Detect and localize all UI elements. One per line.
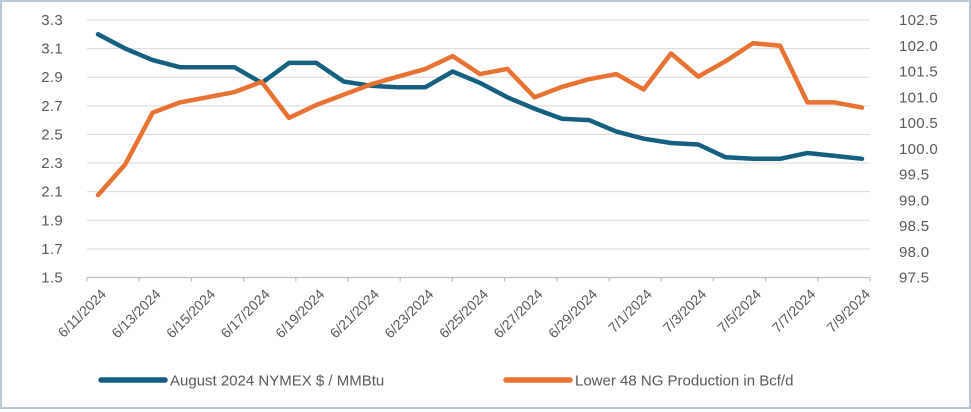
legend-label-production: Lower 48 NG Production in Bcf/d: [575, 373, 793, 390]
left-axis-tick-label: 2.1: [41, 184, 63, 201]
x-axis-date-label: 6/29/2024: [545, 286, 601, 342]
gridlines: [87, 19, 870, 250]
right-axis-tick-label: 98.0: [899, 244, 929, 261]
left-axis-tick-label: 3.1: [41, 41, 63, 58]
x-axis-date-label: 7/7/2024: [769, 286, 819, 336]
left-axis-tick-label: 1.9: [41, 212, 63, 229]
x-axis-date-label: 6/15/2024: [163, 286, 219, 342]
left-axis-tick-label: 2.3: [41, 155, 63, 172]
left-axis-tick-label: 2.5: [41, 126, 63, 143]
series-lines: [95, 32, 865, 198]
right-axis-tick-label: 99.0: [899, 192, 929, 209]
left-axis-labels: 3.3 3.1 2.9 2.7 2.5 2.3 2.1 1.9 1.7 1.5: [41, 12, 63, 287]
left-axis-tick-label: 3.3: [41, 12, 63, 29]
right-axis-labels: 102.5 102.0 101.5 101.0 100.5 100.0 99.5 99.0 98…: [899, 12, 938, 287]
left-axis-tick-label: 2.7: [41, 98, 63, 115]
x-axis-date-label: 6/23/2024: [381, 286, 437, 342]
x-axis-date-label: 6/21/2024: [327, 286, 383, 342]
x-axis-date-label: 6/17/2024: [217, 286, 273, 342]
right-axis-tick-label: 100.5: [899, 115, 938, 132]
series-nymex-line: [95, 32, 865, 162]
right-axis-tick-label: 97.5: [899, 270, 929, 287]
series-production-line: [95, 40, 865, 198]
left-axis-tick-label: 1.5: [41, 270, 63, 287]
right-axis-tick-label: 101.5: [899, 64, 938, 81]
legend-label-nymex: August 2024 NYMEX $ / MMBtu: [170, 373, 384, 390]
x-axis-line-and-ticks: [86, 276, 871, 282]
x-axis-date-label: 6/27/2024: [490, 286, 546, 342]
x-axis-date-label: 6/25/2024: [436, 286, 492, 342]
x-axis-date-label: 7/3/2024: [660, 286, 710, 336]
left-axis-tick-label: 1.7: [41, 241, 63, 258]
left-axis-tick-label: 2.9: [41, 69, 63, 86]
x-axis-date-label: 7/9/2024: [823, 286, 873, 336]
legend: August 2024 NYMEX $ / MMBtu Lower 48 NG …: [98, 373, 793, 390]
right-axis-tick-label: 101.0: [899, 89, 938, 106]
x-axis-date-label: 6/13/2024: [108, 286, 164, 342]
x-axis-date-label: 7/1/2024: [605, 286, 655, 336]
right-axis-tick-label: 99.5: [899, 167, 929, 184]
dual-axis-line-chart: 3.33.12.92.72.52.32.11.91.71.5 102.5102.…: [41, 12, 938, 390]
right-axis-tick-label: 102.5: [899, 12, 938, 29]
right-axis-tick-label: 102.0: [899, 38, 938, 55]
right-axis-tick-label: 100.0: [899, 141, 938, 158]
x-axis-date-label: 6/11/2024: [54, 286, 109, 341]
x-axis-date-label: 7/5/2024: [714, 286, 764, 336]
x-axis-labels: 6/11/2024 6/13/2024 6/15/2024 6/17/2024 6/19…: [54, 286, 873, 342]
x-axis-date-label: 6/19/2024: [272, 286, 328, 342]
right-axis-tick-label: 98.5: [899, 218, 929, 235]
